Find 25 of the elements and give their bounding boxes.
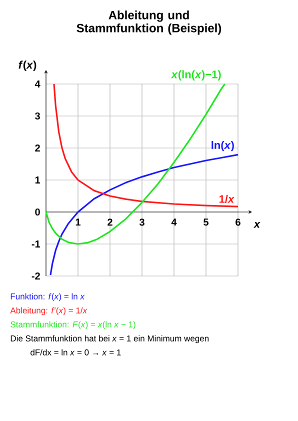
y-tick-label: 3	[35, 112, 40, 120]
x-axis-title: x	[253, 222, 260, 228]
x-tick-label: 4	[171, 218, 177, 226]
x-tick-label: 2	[108, 218, 112, 226]
x-tick-label: 5	[204, 218, 208, 226]
text: Funktion: f(x) = ln x	[10, 293, 85, 302]
text: dF/dx = ln x = 0 → x = 1	[30, 349, 121, 356]
series-label: x(ln(x)−1)	[170, 70, 221, 80]
y-tick-label: -1	[32, 240, 40, 248]
x-tick-label: 6	[236, 218, 240, 226]
x-tick-label: 1	[76, 218, 81, 226]
y-tick-label: 2	[35, 144, 40, 152]
y-tick-label: 4	[34, 80, 40, 88]
series-label: ln(x)	[212, 140, 234, 152]
x-tick-label: 3	[139, 218, 144, 226]
y-tick-label: 1	[35, 176, 40, 184]
chart-title: Ableitung und Stammfunktion (Beispiel)	[76, 10, 222, 35]
y-tick-label: 0	[35, 208, 40, 216]
line-series	[53, 83, 239, 208]
y-axis-title: f(x)	[18, 60, 36, 71]
text: Stammfunktion: F(x) = x(ln x − 1)	[10, 321, 136, 330]
y-tick-label: -2	[32, 272, 40, 280]
text: Ableitung: f′(x) = 1/x	[10, 307, 88, 316]
text: Die Stammfunktion hat bei x = 1 ein Minimum wegen	[10, 335, 209, 344]
series-label: 1/x	[219, 194, 234, 204]
